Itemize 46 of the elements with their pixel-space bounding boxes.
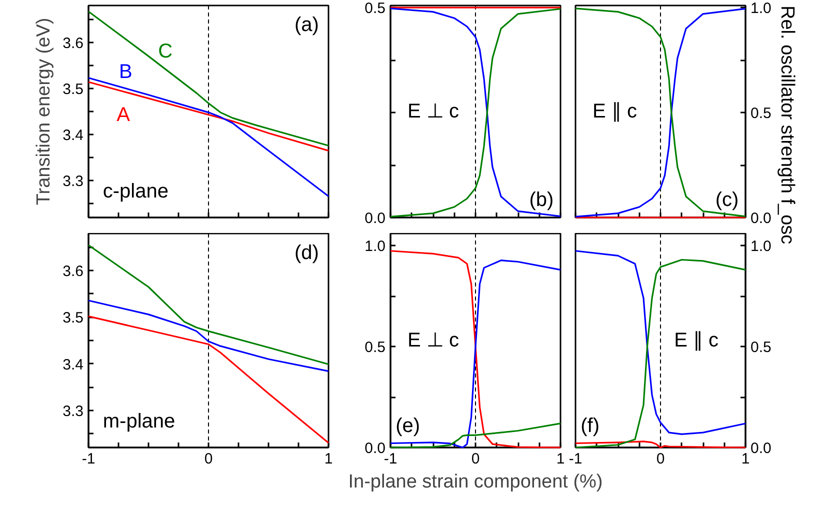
x-tick-label: 0	[656, 450, 665, 468]
y-tick-label: 3.4	[62, 127, 84, 144]
series-label: B	[119, 60, 132, 83]
annotation: (a)	[294, 14, 319, 36]
x-tick-label: -1	[568, 450, 582, 468]
y2-tick-label: 0.0	[750, 210, 772, 227]
y-tick-label: 3.6	[62, 34, 84, 52]
y-tick-label: 0.5	[364, 0, 386, 18]
x-tick-label: 1	[556, 450, 565, 468]
y-tick-label: 3.6	[62, 263, 84, 280]
y-tick-label: 3.4	[62, 356, 84, 374]
x-tick-label: 1	[741, 450, 750, 468]
y2-tick-label: 0.0	[750, 440, 772, 457]
annotation: E ∥ c	[674, 330, 719, 352]
annotation: (c)	[715, 189, 739, 212]
y-tick-label: 1.0	[364, 238, 386, 256]
annotation: E ∥ c	[592, 100, 637, 122]
annotation: (f)	[580, 414, 600, 437]
y-tick-label: 0.5	[364, 339, 386, 356]
x-tick-label: 0	[471, 450, 480, 468]
y2-tick-label: 1.0	[750, 238, 772, 256]
y2-tick-label: 0.5	[750, 339, 772, 356]
y-tick-label: 3.5	[62, 310, 84, 327]
annotation: E ⊥ c	[408, 330, 459, 352]
x-tick-label: -1	[82, 450, 96, 468]
y-tick-label: 3.5	[62, 80, 84, 98]
x-tick-label: -1	[384, 450, 398, 468]
y-tick-label: 3.3	[62, 173, 84, 190]
x-axis-title: In-plane strain component (%)	[348, 472, 603, 492]
y2-tick-label: 1.0	[750, 0, 772, 18]
annotation: c-plane	[102, 180, 169, 203]
annotation: E ⊥ c	[408, 100, 459, 122]
series-label: A	[116, 104, 131, 126]
y-axis-title: Transition energy (eV)	[34, 18, 55, 206]
y-tick-label: 0.0	[364, 440, 386, 457]
annotation: (e)	[396, 414, 420, 437]
annotation: (b)	[529, 189, 554, 212]
y2-tick-label: 0.5	[750, 105, 772, 122]
series-label: C	[158, 40, 173, 63]
annotation: (d)	[294, 242, 319, 264]
x-tick-label: 0	[204, 450, 213, 468]
annotation: m-plane	[102, 410, 176, 433]
y-tick-label: 0.0	[364, 210, 386, 227]
x-tick-label: 1	[324, 450, 333, 468]
y-tick-label: 3.3	[62, 402, 84, 420]
y2-axis-title: Rel. oscillator strength f_osc	[776, 6, 798, 244]
